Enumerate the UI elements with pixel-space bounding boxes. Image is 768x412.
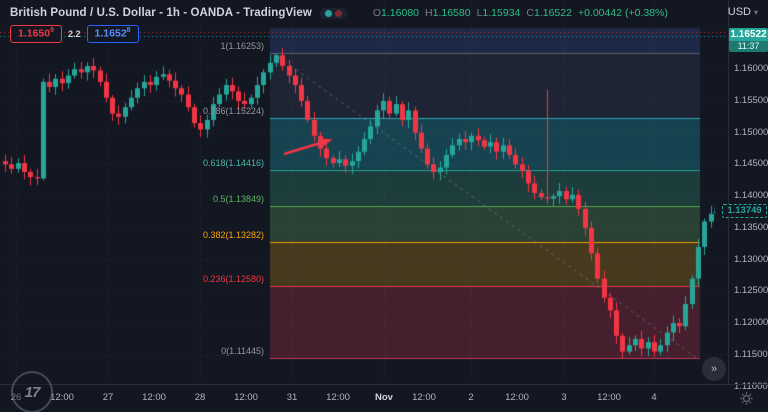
spread-value: 2.2 bbox=[68, 28, 81, 39]
last-price-value: 1.16522 bbox=[729, 28, 768, 42]
alert-price-value: 1.13749 bbox=[727, 205, 762, 217]
time-axis-label: Nov bbox=[375, 392, 393, 403]
time-axis-label: 12:00 bbox=[412, 392, 436, 403]
price-axis-label: 1.15500 bbox=[734, 94, 768, 106]
price-axis[interactable]: 1.16000 1.15500 1.15000 1.14500 1.14000 1.135… bbox=[728, 0, 768, 392]
close-value: 1.16522 bbox=[533, 7, 572, 19]
tradingview-logo[interactable]: 17 bbox=[11, 371, 53, 412]
chevron-down-icon: ▾ bbox=[753, 7, 758, 17]
time-axis-label: 3 bbox=[561, 392, 567, 403]
connection-status[interactable] bbox=[319, 7, 347, 19]
fib-level-label: 0.382(1.13282) bbox=[202, 229, 264, 240]
fib-level-label: 1(1.16253) bbox=[220, 41, 264, 52]
axis-settings-gear-icon[interactable] bbox=[740, 392, 753, 410]
time-axis-label: 12:00 bbox=[597, 392, 621, 403]
price-chart-pane[interactable] bbox=[0, 0, 728, 384]
price-axis-label: 1.12000 bbox=[734, 317, 768, 329]
price-axis-label: 1.14500 bbox=[734, 158, 768, 170]
time-axis-label: 12:00 bbox=[142, 392, 166, 403]
time-axis-label: 31 bbox=[286, 392, 298, 403]
buy-price-button[interactable]: 1.16528 bbox=[86, 25, 139, 43]
status-dot-green-icon bbox=[324, 9, 332, 17]
time-axis-label: 2 bbox=[468, 392, 474, 403]
price-axis-label: 1.14000 bbox=[734, 190, 768, 202]
currency-selector[interactable]: USD ▾ bbox=[728, 6, 758, 18]
time-axis-label: 12:00 bbox=[505, 392, 529, 403]
double-chevron-right-icon: » bbox=[710, 363, 718, 375]
alert-arrow-icon: ↓ bbox=[712, 205, 717, 217]
fib-level-label: 0.786(1.15224) bbox=[202, 106, 264, 117]
sell-price-button[interactable]: 1.16509 bbox=[10, 25, 63, 43]
low-value: 1.15934 bbox=[482, 7, 521, 19]
fib-level-label: 0.618(1.14416) bbox=[202, 157, 264, 168]
price-axis-label: 1.15000 bbox=[734, 126, 768, 138]
time-axis-label: 12:00 bbox=[326, 392, 350, 403]
open-value: 1.16080 bbox=[381, 7, 420, 19]
price-alert-tag[interactable]: 1.13749 bbox=[722, 204, 767, 219]
expand-more-button[interactable]: » bbox=[702, 357, 726, 381]
currency-label: USD bbox=[727, 6, 751, 18]
time-axis-label: 12:00 bbox=[234, 392, 258, 403]
high-value: 1.16580 bbox=[432, 7, 471, 19]
time-axis-label: 12:00 bbox=[50, 392, 74, 403]
time-axis-label: 4 bbox=[651, 392, 657, 403]
time-axis-label: 27 bbox=[102, 392, 114, 403]
fib-level-label: 0.5(1.13849) bbox=[212, 193, 264, 204]
ohlc-values: O1.16080 H1.16580 L1.15934 C1.16522 +0.0… bbox=[372, 7, 668, 19]
fib-level-label: 0(1.11445) bbox=[221, 346, 264, 357]
last-price-tag: 1.16522 11:37 bbox=[729, 28, 768, 53]
fib-level-label: 0.236(1.12580) bbox=[202, 274, 264, 285]
price-axis-label: 1.12500 bbox=[734, 285, 768, 297]
change-value: +0.00442 (+0.38%) bbox=[577, 7, 668, 19]
time-axis-label: 28 bbox=[194, 392, 206, 403]
status-dot-red-icon bbox=[334, 9, 342, 17]
price-axis-label: 1.16000 bbox=[734, 63, 768, 75]
bar-countdown: 11:37 bbox=[729, 41, 768, 53]
price-axis-label: 1.11000 bbox=[734, 380, 768, 392]
time-axis[interactable]: 26 12:00 27 12:00 28 12:00 31 12:00 Nov 12:00 2 12:… bbox=[0, 384, 768, 412]
symbol-title[interactable]: British Pound / U.S. Dollar - 1h - OANDA… bbox=[10, 7, 312, 19]
chart-legend: British Pound / U.S. Dollar - 1h - OANDA… bbox=[10, 5, 668, 43]
price-axis-label: 1.13000 bbox=[734, 253, 768, 265]
price-axis-label: 1.11500 bbox=[734, 348, 768, 360]
price-axis-label: 1.13500 bbox=[734, 221, 768, 233]
